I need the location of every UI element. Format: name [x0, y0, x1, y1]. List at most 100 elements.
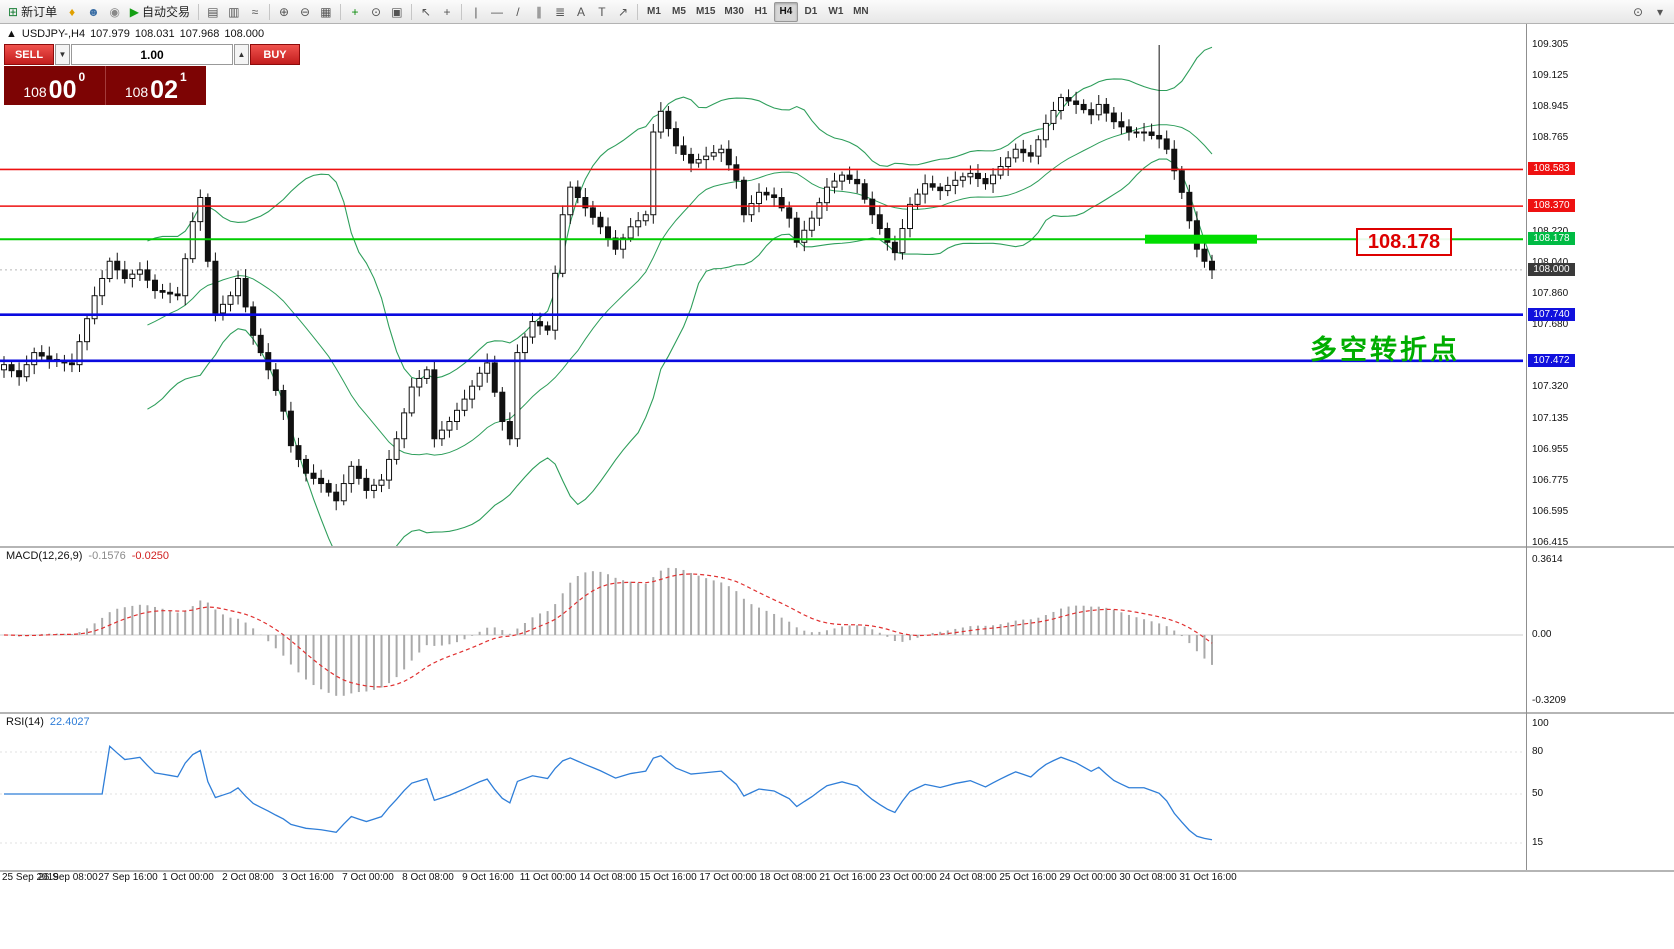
rsi-axis-label: 80: [1532, 746, 1544, 757]
candle-body: [136, 269, 143, 275]
chart-window[interactable]: ▲ USDJPY-,H4 107.979 108.031 107.968 108.000 …: [0, 24, 1674, 949]
candle-body: [416, 377, 423, 388]
candle-body: [990, 174, 997, 185]
candle-body: [1, 364, 7, 371]
one-click-collapse-icon[interactable]: ▲: [6, 28, 17, 40]
templates-button[interactable]: ▣: [387, 2, 407, 22]
bar-chart-icon: ▤: [207, 4, 219, 19]
bar-chart-button[interactable]: ▤: [203, 2, 223, 22]
candle-body: [612, 237, 619, 250]
candle-body: [922, 183, 929, 195]
price-axis-label: 108.040: [1532, 257, 1568, 268]
sell-button[interactable]: SELL: [4, 44, 54, 65]
candle-body: [31, 352, 38, 366]
candle-body: [952, 179, 959, 186]
candle-body: [816, 202, 823, 219]
time-axis-label: 9 Oct 16:00: [462, 872, 514, 883]
candle-body: [514, 352, 521, 440]
timeframe-d1-button[interactable]: D1: [804, 6, 818, 17]
candle-body: [891, 241, 898, 254]
level-price-callout[interactable]: 108.178: [1356, 228, 1452, 256]
zoom-in-icon: ⊕: [278, 4, 289, 19]
crosshair-button[interactable]: +: [437, 2, 457, 22]
candle-body: [1141, 131, 1148, 134]
search-icon[interactable]: ⊙: [1628, 2, 1648, 22]
buy-button[interactable]: BUY: [250, 44, 300, 65]
candle-body: [876, 214, 883, 230]
rsi-panel-separator[interactable]: [0, 712, 1674, 714]
trendline-button[interactable]: /: [508, 2, 528, 22]
candle-body: [1095, 103, 1102, 116]
macd-indicator-canvas[interactable]: [0, 546, 1526, 712]
candle-body: [76, 341, 83, 366]
profile-icon[interactable]: ☻: [83, 2, 104, 22]
candle-body: [733, 164, 740, 181]
lot-decrease-button[interactable]: ▼: [55, 44, 70, 65]
lot-increase-button[interactable]: ▲: [234, 44, 249, 65]
fibonacci-button[interactable]: ≣: [550, 2, 570, 22]
text-button[interactable]: A: [571, 2, 591, 22]
buy-price-display[interactable]: 108 02 1: [104, 66, 207, 105]
lot-size-input[interactable]: [71, 44, 233, 65]
macd-axis-label: 0.00: [1532, 629, 1552, 640]
macd-panel-separator[interactable]: [0, 546, 1674, 548]
cursor-button[interactable]: ↖: [416, 2, 436, 22]
price-tag-107.740: 107.740: [1528, 307, 1575, 321]
price-axis-label: 108.945: [1532, 101, 1569, 113]
candle-body: [552, 272, 559, 331]
equidistant-channel-button[interactable]: ∥: [529, 2, 549, 22]
sell-price-display[interactable]: 108 00 0: [4, 66, 105, 105]
sell-price-main: 108: [23, 84, 47, 100]
price-axis-label: 107.680: [1532, 319, 1569, 331]
price-axis-label: 107.860: [1532, 288, 1569, 299]
charts-icon[interactable]: ♦: [62, 2, 82, 22]
candle-body: [1005, 157, 1012, 167]
time-axis-label: 27 Sep 16:00: [98, 872, 158, 883]
timeframe-m1-button[interactable]: M1: [647, 6, 661, 17]
candle-body: [272, 369, 279, 391]
candlestick-chart-button[interactable]: ▥: [224, 2, 244, 22]
notifications-icon[interactable]: ◉: [105, 2, 125, 22]
tile-windows-button[interactable]: ▦: [316, 2, 336, 22]
highlight-zone[interactable]: [1145, 234, 1257, 244]
timeframe-h1-button[interactable]: H1: [754, 6, 768, 17]
candle-body: [1073, 100, 1080, 105]
vertical-line-button[interactable]: |: [466, 2, 486, 22]
timeframe-h4-button[interactable]: H4: [773, 1, 798, 22]
timeframe-m30-button[interactable]: M30: [724, 6, 744, 17]
ohlc-high: 108.031: [134, 28, 175, 40]
timeframe-m15-button[interactable]: M15: [695, 6, 716, 17]
indicators-button[interactable]: +: [345, 2, 365, 22]
rsi-indicator-canvas[interactable]: [0, 712, 1526, 870]
candle-body: [129, 273, 136, 279]
candle-body: [1103, 103, 1110, 114]
candle-body: [84, 318, 91, 343]
main-chart-canvas[interactable]: [0, 24, 1526, 546]
macd-signal-value: -0.0250: [131, 550, 170, 562]
candle-body: [8, 364, 15, 372]
periods-button[interactable]: ⊙: [366, 2, 386, 22]
toolbar-options-icon[interactable]: ▾: [1650, 2, 1670, 22]
toolbar-divider: [410, 3, 412, 20]
zoom-out-icon: ⊖: [299, 4, 310, 19]
candle-body: [1012, 148, 1019, 159]
zoom-out-button[interactable]: ⊖: [295, 2, 315, 22]
candle-body: [650, 131, 657, 216]
time-axis-label: 2 Oct 08:00: [222, 872, 274, 883]
time-axis[interactable]: 25 Sep 2019 26 Sep 08:00 27 Sep 16:00 1 Oct…: [0, 872, 1526, 888]
text-label-button[interactable]: T: [592, 2, 612, 22]
new-order-button[interactable]: ⊞ 新订单: [4, 2, 61, 22]
candle-body: [1148, 131, 1155, 136]
timeframe-mn-button[interactable]: MN: [853, 6, 869, 17]
autotrading-button[interactable]: ▶ 自动交易: [126, 2, 194, 22]
timeframe-w1-button[interactable]: W1: [828, 6, 844, 17]
arrows-button[interactable]: ↗: [613, 2, 633, 22]
candle-body: [642, 214, 649, 222]
horizontal-line-button[interactable]: —: [487, 2, 507, 22]
timeframe-m5-button[interactable]: M5: [672, 6, 686, 17]
candle-body: [559, 214, 566, 274]
zoom-in-button[interactable]: ⊕: [274, 2, 294, 22]
line-chart-button[interactable]: ≈: [245, 2, 265, 22]
candle-body: [831, 180, 838, 188]
candle-body: [393, 438, 400, 460]
